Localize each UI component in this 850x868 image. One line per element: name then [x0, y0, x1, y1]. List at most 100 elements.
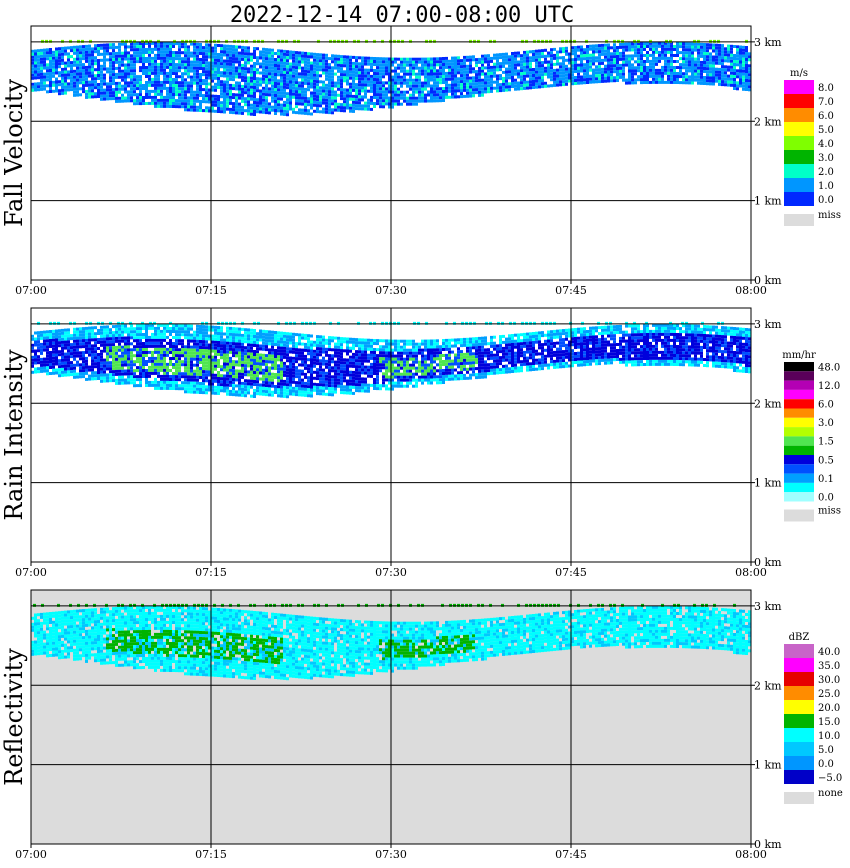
echo-cell: [112, 70, 115, 74]
echo-cell: [265, 66, 268, 70]
echo-cell: [88, 368, 91, 372]
echo-cell: [274, 79, 277, 82]
echo-cell: [160, 44, 163, 48]
echo-cell: [49, 360, 52, 363]
echo-cell: [493, 65, 496, 69]
echo-cell: [211, 373, 214, 377]
echo-cell: [154, 365, 157, 369]
echo-cell: [529, 62, 532, 66]
echo-cell: [178, 84, 181, 88]
echo-cell: [31, 73, 34, 77]
echo-cell: [241, 75, 244, 79]
echo-cell: [184, 330, 187, 334]
echo-cell: [229, 377, 232, 381]
echo-cell: [190, 90, 193, 94]
echo-cell: [364, 89, 367, 93]
echo-cell: [697, 66, 700, 70]
echo-cell: [235, 60, 238, 64]
echo-cell: [85, 74, 88, 78]
echo-cell: [697, 75, 700, 79]
echo-cell: [484, 84, 487, 88]
echo-cell: [124, 96, 127, 100]
echo-cell: [706, 82, 709, 86]
echo-cell: [295, 93, 298, 97]
echo-cell: [34, 49, 37, 53]
echo-cell: [664, 41, 667, 45]
echo-cell: [79, 54, 82, 58]
echo-cell: [184, 66, 187, 70]
legend-swatch: [784, 122, 814, 136]
echo-cell: [187, 330, 190, 334]
echo-cell: [328, 87, 331, 91]
echo-cell: [448, 59, 451, 63]
echo-cell: [454, 68, 457, 72]
echo-cell: [115, 99, 118, 103]
echo-cell: [421, 60, 424, 64]
echo-cell: [235, 99, 238, 103]
echo-cell: [382, 84, 385, 88]
echo-cell: [742, 54, 745, 58]
echo-cell: [223, 104, 226, 108]
echo-cell: [568, 52, 571, 56]
echo-cell: [70, 73, 73, 77]
echo-cell: [241, 354, 244, 358]
echo-cell: [307, 85, 310, 89]
echo-cell: [172, 105, 175, 108]
echo-cell: [79, 69, 82, 73]
echo-cell: [184, 351, 187, 355]
echo-cell: [160, 365, 163, 369]
echo-cell: [226, 92, 229, 96]
echo-cell: [166, 86, 169, 90]
echo-cell: [175, 51, 178, 55]
echo-cell: [211, 325, 214, 329]
echo-cell: [151, 350, 154, 354]
echo-cell: [169, 84, 172, 87]
echo-cell: [640, 69, 643, 73]
echo-cell: [70, 64, 73, 68]
echo-cell: [481, 66, 484, 70]
echo-cell: [271, 60, 274, 64]
echo-cell: [352, 67, 355, 71]
echo-cell: [739, 51, 742, 55]
echo-cell: [340, 91, 343, 95]
echo-cell: [598, 59, 601, 63]
echo-cell: [250, 109, 253, 113]
echo-cell: [454, 83, 457, 87]
echo-cell: [46, 348, 49, 352]
echo-cell: [211, 379, 214, 383]
echo-cell: [475, 85, 478, 89]
echo-cell: [133, 45, 136, 49]
echo-cell: [52, 347, 55, 351]
echo-cell: [334, 84, 337, 88]
echo-cell: [703, 76, 706, 79]
echo-cell: [640, 57, 643, 61]
echo-cell: [481, 84, 484, 88]
echo-cell: [199, 340, 202, 343]
echo-cell: [88, 89, 91, 93]
echo-cell: [742, 78, 745, 82]
echo-cell: [691, 75, 694, 79]
echo-cell: [445, 95, 448, 99]
echo-cell: [298, 102, 301, 106]
echo-cell: [130, 66, 133, 70]
echo-cell: [103, 358, 106, 362]
echo-cell: [97, 77, 100, 80]
echo-cell: [148, 323, 151, 327]
echo-cell: [49, 336, 52, 339]
echo-cell: [454, 71, 457, 75]
echo-cell: [88, 350, 91, 354]
echo-cell: [361, 95, 364, 99]
echo-cell: [133, 378, 136, 382]
echo-cell: [580, 45, 583, 49]
echo-cell: [235, 57, 238, 61]
echo-cell: [580, 75, 583, 79]
echo-cell: [40, 348, 43, 352]
echo-cell: [73, 354, 76, 358]
echo-cell: [193, 45, 196, 49]
echo-cell: [604, 79, 607, 83]
echo-cell: [100, 52, 103, 56]
echo-cell: [523, 77, 526, 81]
echo-cell: [682, 51, 685, 55]
echo-cell: [37, 70, 40, 74]
echo-cell: [616, 61, 619, 64]
